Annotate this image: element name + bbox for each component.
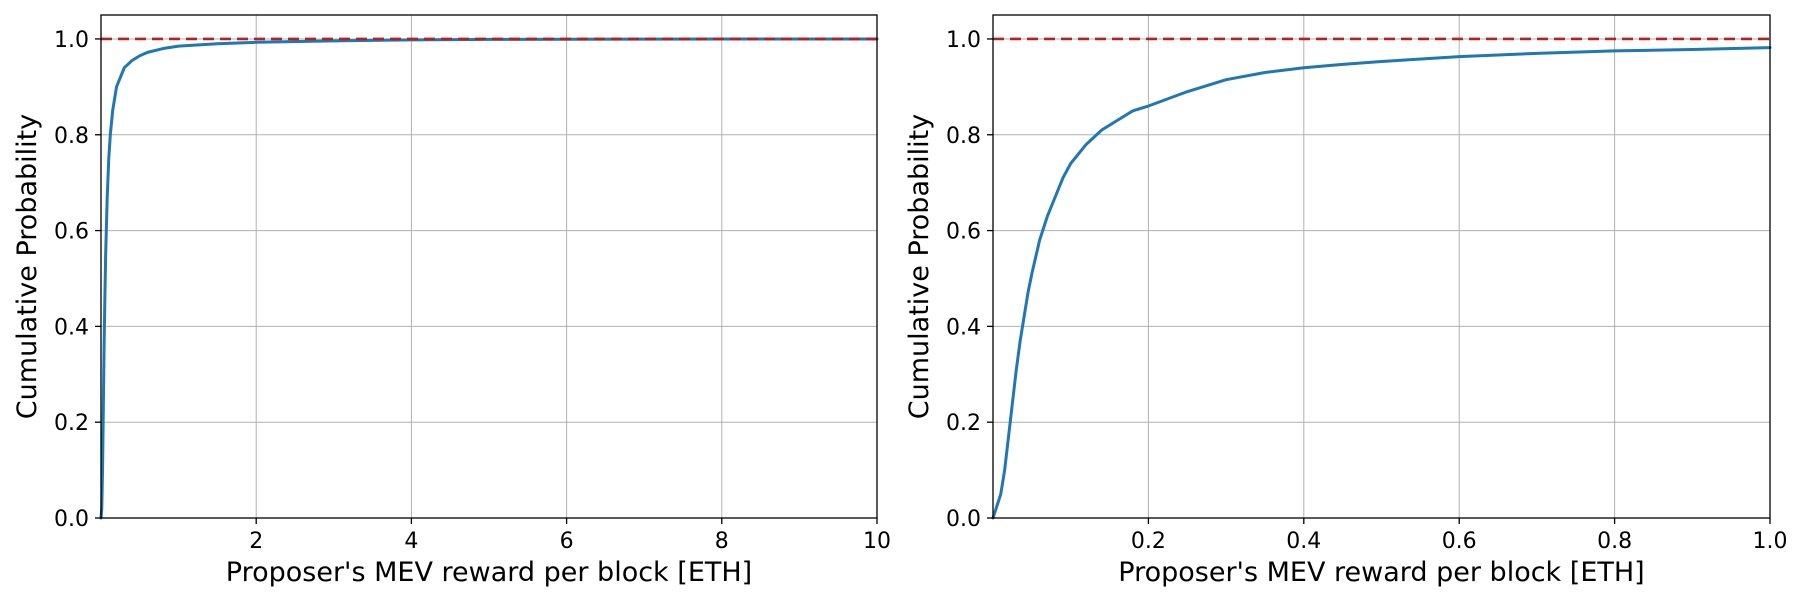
left-x-tick-label: 2 (249, 529, 263, 554)
left-x-tick-label: 10 (863, 529, 891, 554)
left-y-tick-label: 0.2 (54, 411, 89, 436)
right-chart-panel: 0.2 0.4 0.6 0.8 1.0 0.0 0.2 0.4 0.6 0.8 1.0 Propose… (904, 14, 1788, 588)
right-y-tick-label: 0.2 (946, 411, 981, 436)
left-x-tick-label: 4 (404, 529, 418, 554)
right-x-tick-label: 0.4 (1286, 529, 1321, 554)
left-chart-panel: 2 4 6 8 10 0.0 0.2 0.4 0.6 0.8 1.0 Proposer's MEV r… (12, 14, 891, 588)
right-plot-frame (992, 14, 1771, 519)
right-y-tick-label: 1.0 (946, 28, 981, 53)
right-y-axis-title: Cumulative Probability (904, 114, 935, 419)
right-x-tick-label: 0.6 (1442, 529, 1477, 554)
right-y-tick-label: 0.0 (946, 507, 981, 532)
left-y-tick-label: 0.4 (54, 315, 89, 340)
left-y-tick-label: 0.6 (54, 220, 89, 245)
left-y-tick-label: 0.0 (54, 507, 89, 532)
right-cdf-line (991, 46, 1772, 520)
right-x-tick-label: 0.2 (1131, 529, 1166, 554)
left-y-axis-title: Cumulative Probability (12, 114, 43, 419)
right-y-tick-label: 0.6 (946, 220, 981, 245)
left-y-tick-label: 1.0 (54, 28, 89, 53)
right-y-tick-label: 0.4 (946, 315, 981, 340)
left-cdf-line (99, 37, 879, 520)
right-x-axis-title: Proposer's MEV reward per block [ETH] (1118, 557, 1644, 588)
left-x-tick-label: 6 (560, 529, 574, 554)
left-plot-frame (100, 14, 878, 519)
left-x-tick-label: 8 (715, 529, 729, 554)
left-x-axis-title: Proposer's MEV reward per block [ETH] (226, 557, 752, 588)
left-y-tick-label: 0.8 (54, 124, 89, 149)
right-x-tick-label: 0.8 (1597, 529, 1632, 554)
right-x-tick-label: 1.0 (1753, 529, 1788, 554)
right-y-tick-label: 0.8 (946, 124, 981, 149)
